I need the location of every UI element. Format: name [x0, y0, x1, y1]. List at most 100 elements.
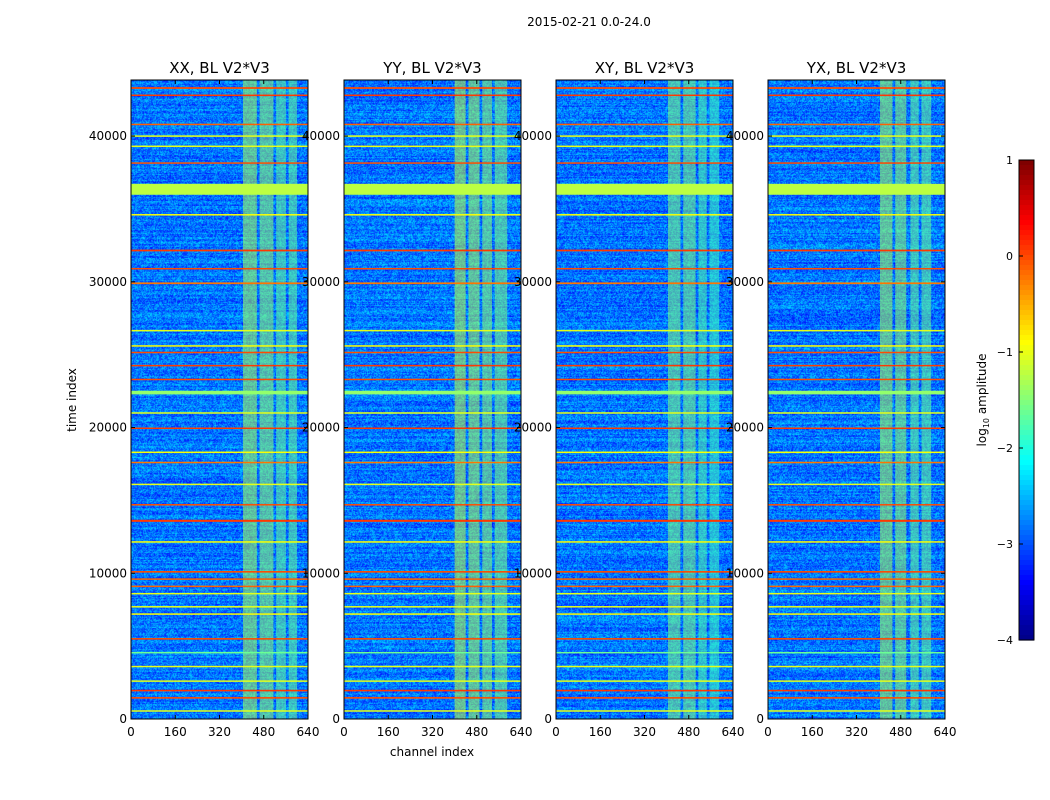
colorbar: 1 0 −1 −2 −3 −4	[997, 154, 1035, 647]
rfi-band	[494, 80, 508, 719]
x-tick-label: 640	[297, 725, 320, 739]
colorbar-segment	[1019, 565, 1034, 571]
colorbar-segment	[1019, 285, 1034, 291]
rfi-row	[344, 162, 521, 164]
rfi-row	[556, 585, 733, 588]
colorbar-segment	[1019, 375, 1034, 381]
colorbar-segment	[1019, 510, 1034, 516]
y-axis-label: time index	[65, 368, 79, 432]
x-tick-label: 320	[633, 725, 656, 739]
y-tick-label: 40000	[726, 129, 764, 143]
rfi-row	[131, 162, 308, 164]
rfi-row	[768, 162, 945, 164]
rfi-row	[344, 135, 521, 137]
rfi-band	[895, 80, 907, 719]
rfi-row	[556, 483, 733, 486]
colorbar-segment	[1019, 505, 1034, 511]
panel-0: XX, BL V2*V3 0 160 320 480 640 0 10000 20000 3000…	[89, 59, 320, 739]
colorbar-segment	[1019, 480, 1034, 486]
rfi-row	[344, 541, 521, 543]
rfi-row	[556, 378, 733, 381]
rfi-row	[131, 123, 308, 126]
x-tick-label: 0	[764, 725, 772, 739]
rfi-row	[768, 135, 945, 137]
colorbar-segment	[1019, 280, 1034, 286]
x-tick-label: 0	[127, 725, 135, 739]
rfi-row	[344, 183, 521, 195]
y-tick-label: 0	[119, 712, 127, 726]
colorbar-segment	[1019, 335, 1034, 341]
y-tick-label: 40000	[89, 129, 127, 143]
rfi-row	[131, 351, 308, 354]
colorbar-segment	[1019, 635, 1034, 641]
rfi-row	[768, 183, 945, 195]
x-tick-label: 160	[377, 725, 400, 739]
rfi-row	[131, 613, 308, 615]
rfi-row	[768, 578, 945, 580]
rfi-row	[768, 613, 945, 615]
colorbar-segment	[1019, 530, 1034, 536]
rfi-row	[131, 592, 308, 595]
rfi-row	[768, 123, 945, 126]
colorbar-segment	[1019, 415, 1034, 421]
rfi-band	[698, 80, 707, 719]
rfi-row	[768, 697, 945, 699]
rfi-row	[131, 214, 308, 216]
colorbar-segment	[1019, 490, 1034, 496]
rfi-row	[768, 427, 945, 430]
rfi-row	[556, 329, 733, 332]
colorbar-segment	[1019, 455, 1034, 461]
colorbar-segment	[1019, 275, 1034, 281]
rfi-row	[768, 651, 945, 654]
colorbar-segment	[1019, 500, 1034, 506]
rfi-row	[131, 427, 308, 430]
x-tick-label: 320	[845, 725, 868, 739]
rfi-row	[344, 606, 521, 608]
colorbar-segment	[1019, 300, 1034, 306]
colorbar-segment	[1019, 630, 1034, 636]
rfi-row	[768, 606, 945, 608]
rfi-row	[768, 267, 945, 270]
colorbar-segment	[1019, 390, 1034, 396]
rfi-row	[131, 451, 308, 454]
colorbar-segment	[1019, 240, 1034, 246]
rfi-row	[344, 351, 521, 354]
colorbar-tick-label: −3	[997, 538, 1013, 551]
colorbar-segment	[1019, 395, 1034, 401]
colorbar-tick-label: 0	[1006, 250, 1013, 263]
rfi-row	[131, 651, 308, 654]
rfi-row	[768, 249, 945, 252]
rfi-row	[556, 364, 733, 367]
colorbar-segment	[1019, 215, 1034, 221]
y-tick-label: 20000	[514, 421, 552, 435]
rfi-row	[344, 651, 521, 654]
colorbar-segment	[1019, 420, 1034, 426]
rfi-row	[556, 145, 733, 148]
colorbar-frame	[1018, 159, 1035, 641]
colorbar-segment	[1019, 435, 1034, 441]
y-tick-label: 30000	[514, 275, 552, 289]
colorbar-segment	[1019, 620, 1034, 626]
colorbar-segment	[1019, 555, 1034, 561]
colorbar-segment	[1019, 485, 1034, 491]
colorbar-segment	[1019, 385, 1034, 391]
colorbar-label: log10 amplitude	[975, 354, 991, 447]
rfi-row	[768, 451, 945, 454]
rfi-row	[131, 665, 308, 668]
y-tick-label: 10000	[302, 566, 340, 580]
colorbar-segment	[1019, 325, 1034, 331]
rfi-row	[131, 697, 308, 699]
x-tick-label: 480	[465, 725, 488, 739]
rfi-row	[556, 94, 733, 97]
rfi-row	[344, 87, 521, 89]
rfi-row	[768, 282, 945, 285]
rfi-row	[556, 451, 733, 454]
panel-title: XY, BL V2*V3	[595, 59, 695, 77]
y-tick-label: 40000	[302, 129, 340, 143]
rfi-row	[768, 665, 945, 668]
colorbar-segment	[1019, 230, 1034, 236]
colorbar-segment	[1019, 430, 1034, 436]
rfi-band	[910, 80, 919, 719]
x-tick-label: 320	[208, 725, 231, 739]
rfi-row	[556, 267, 733, 270]
